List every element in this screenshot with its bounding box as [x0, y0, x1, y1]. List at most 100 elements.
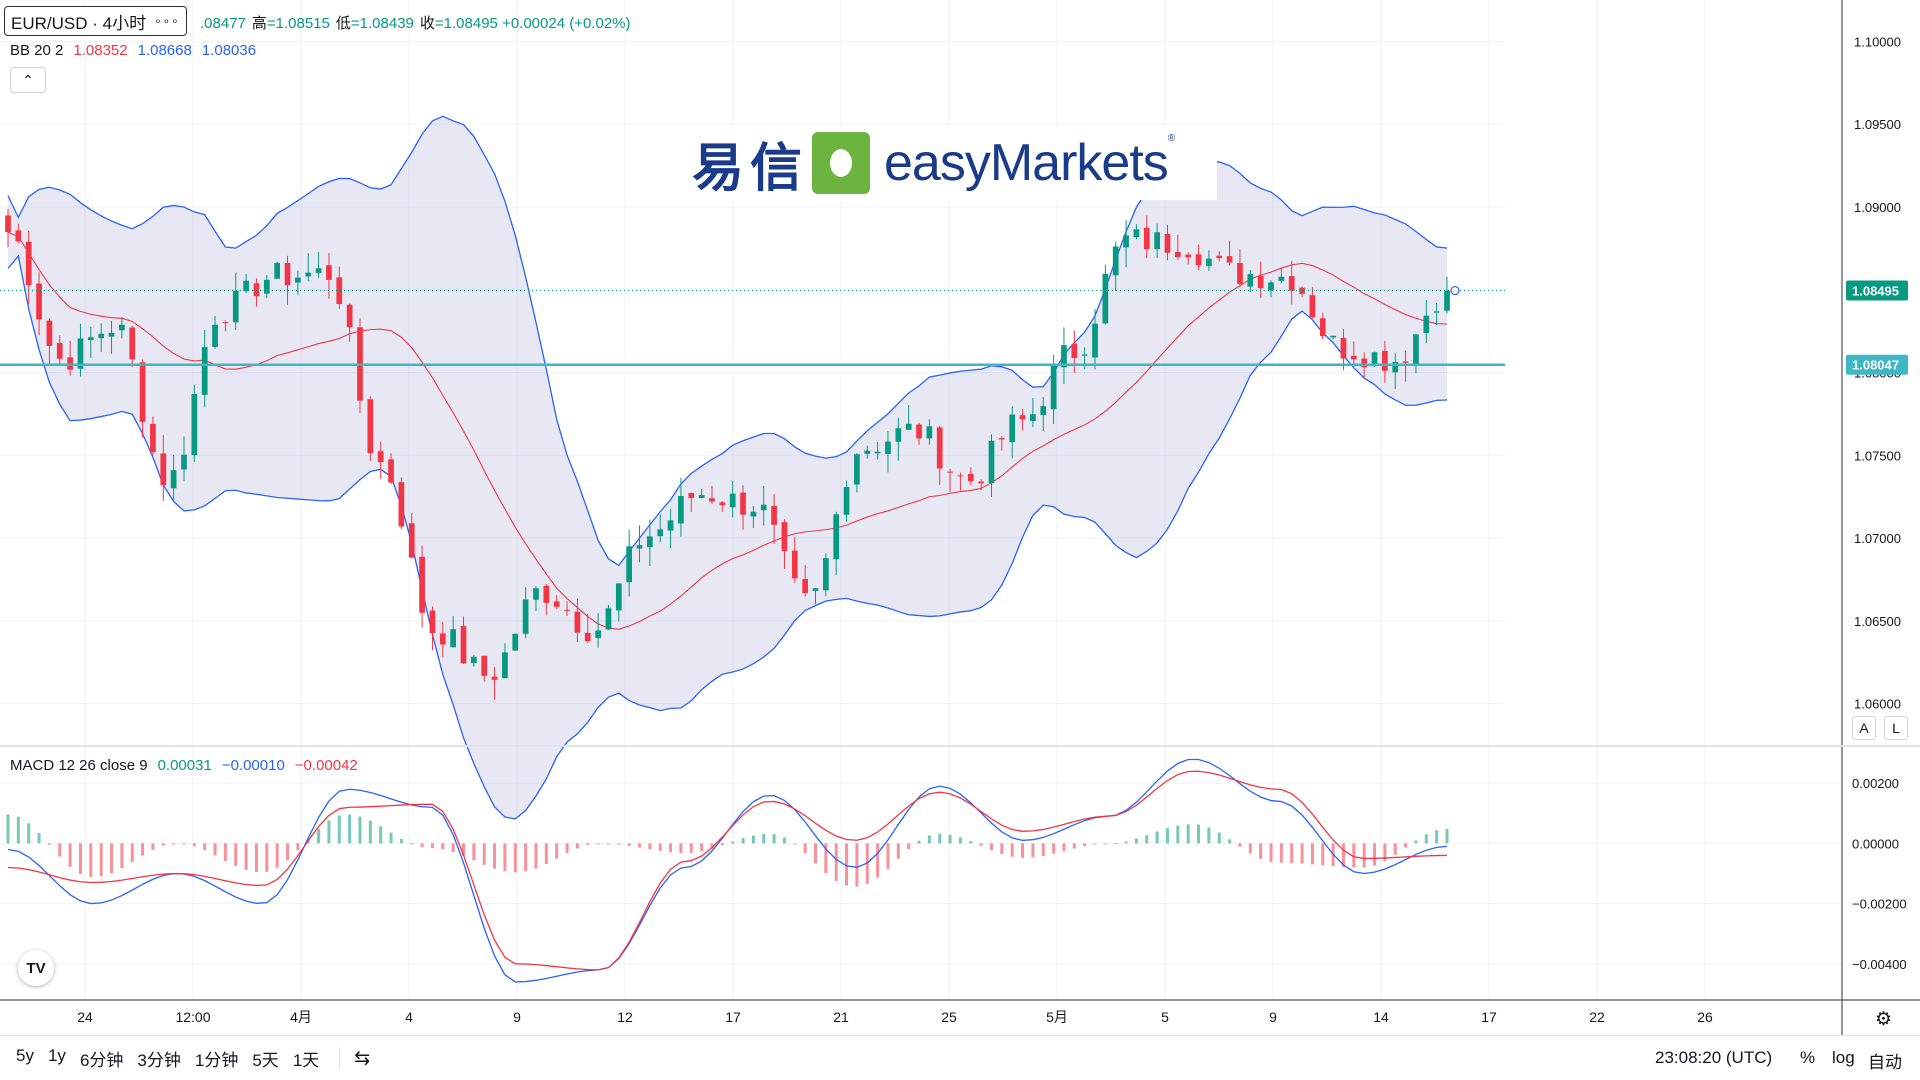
candle-body — [957, 475, 964, 477]
macd-hist-bar — [1000, 843, 1004, 855]
candle-body — [388, 459, 394, 483]
candle-body — [874, 451, 881, 454]
macd-hist-bar — [917, 840, 921, 844]
macd-hist-bar — [493, 843, 497, 869]
log-toggle[interactable]: log — [1832, 1048, 1855, 1067]
time-tick-label: 21 — [833, 1009, 849, 1025]
macd-hist-bar — [720, 843, 724, 846]
price-tick-label: 1.10000 — [1854, 34, 1901, 49]
close-label: 收 — [419, 15, 435, 32]
macd-hist-bar — [824, 843, 828, 874]
price-tick-label: 1.09500 — [1854, 117, 1901, 132]
macd-hist-bar — [1021, 843, 1025, 858]
percent-toggle[interactable]: % — [1800, 1048, 1816, 1067]
auto-scale-button[interactable]: A — [1852, 716, 1876, 740]
candle-body — [253, 283, 260, 297]
auto-toggle[interactable]: 自动 — [1868, 1053, 1902, 1072]
time-tick-label: 24 — [77, 1009, 93, 1025]
macd-hist-bar — [441, 843, 445, 850]
signal-value: −0.00042 — [294, 757, 358, 774]
candle-body — [926, 426, 933, 439]
macd-hist-bar — [1103, 843, 1107, 845]
macd-hist-bar — [120, 843, 124, 869]
macd-hist-bar — [731, 841, 735, 844]
candle-body — [522, 599, 529, 634]
range-1y[interactable]: 1y — [47, 1045, 66, 1065]
range-1m[interactable]: 1分钟 — [194, 1050, 239, 1070]
macd-hist-bar — [896, 843, 900, 859]
macd-hist-bar — [989, 843, 993, 851]
settings-gear-icon[interactable]: ⚙ — [1875, 1009, 1893, 1030]
time-tick-label: 9 — [1269, 1009, 1277, 1025]
candle-body — [46, 320, 53, 346]
macd-hist-bar — [555, 843, 559, 859]
macd-hist-bar — [907, 843, 911, 849]
macd-hist-bar — [793, 843, 797, 845]
candle-body — [729, 493, 736, 508]
utc-clock[interactable]: 23:08:20 (UTC) — [1655, 1048, 1773, 1067]
symbol-button[interactable]: EUR/USD · 4小时 ∘∘∘ — [4, 6, 187, 36]
bollinger-bands — [7, 115, 1448, 820]
macd-hist-bar — [627, 843, 631, 846]
date-range-icon[interactable]: ⇆ — [339, 1046, 370, 1070]
macd-hist-bar — [741, 838, 745, 844]
macd-legend[interactable]: MACD 12 26 close 9 0.00031 −0.00010 −0.0004… — [10, 757, 358, 774]
more-icon[interactable]: ∘∘∘ — [154, 14, 180, 28]
range-5d[interactable]: 5天 — [252, 1050, 279, 1070]
macd-hist-bar — [1238, 843, 1242, 847]
macd-hist-bar — [358, 816, 362, 844]
candle-body — [1299, 287, 1305, 294]
macd-hist-bar — [254, 843, 258, 872]
candle-body — [657, 529, 664, 537]
macd-hist-bar — [845, 843, 849, 886]
macd-hist-bar — [1176, 825, 1180, 844]
high-label: 高 — [251, 15, 267, 32]
macd-hist-bar — [565, 843, 569, 854]
range-5y[interactable]: 5y — [16, 1045, 34, 1065]
candle-body — [1402, 361, 1409, 363]
candle-body — [553, 601, 560, 607]
macd-hist-bar — [462, 843, 466, 856]
candle-body — [740, 492, 746, 515]
macd-hist-bar — [223, 843, 227, 861]
macd-hist-bar — [1404, 843, 1408, 848]
candle-body — [1423, 315, 1430, 334]
candle-body — [181, 454, 187, 470]
macd-hist-bar — [834, 843, 838, 881]
macd-hist-bar — [648, 843, 652, 850]
candle-body — [1009, 414, 1016, 443]
candle-body — [150, 423, 156, 453]
macd-hist-bar — [700, 843, 704, 852]
candle-body — [1226, 256, 1233, 263]
macd-hist-bar — [1114, 843, 1118, 845]
candle-body — [1174, 251, 1181, 258]
candle-body — [988, 440, 995, 483]
macd-hist-bar — [958, 837, 962, 844]
candle-body — [1050, 364, 1057, 410]
collapse-icon[interactable]: ⌃ — [10, 67, 46, 93]
candle-body — [512, 633, 519, 651]
macd-hist-bar — [534, 843, 538, 869]
bb-legend[interactable]: BB 20 2 1.08352 1.08668 1.08036 — [10, 42, 256, 59]
macd-hist-bar — [751, 835, 755, 844]
macd-hist-bar — [275, 843, 279, 868]
candle-body — [978, 481, 984, 484]
candle-body — [398, 482, 405, 527]
candle-body — [481, 655, 488, 676]
range-3m[interactable]: 3分钟 — [137, 1050, 181, 1070]
candle-body — [502, 652, 508, 679]
candle-body — [967, 473, 974, 482]
candle-body — [812, 588, 819, 591]
candle-body — [595, 630, 601, 638]
tradingview-logo-icon[interactable]: TV — [18, 950, 54, 986]
range-6m[interactable]: 6分钟 — [79, 1050, 124, 1070]
log-scale-button[interactable]: L — [1884, 716, 1908, 740]
macd-hist-bar — [68, 843, 72, 867]
macd-hist-bar — [1259, 843, 1263, 859]
macd-hist-bar — [1010, 843, 1014, 857]
macd-hist-bar — [575, 843, 579, 849]
macd-hist-bar — [296, 843, 300, 851]
range-1d[interactable]: 1天 — [292, 1050, 320, 1070]
candle-body — [15, 230, 22, 242]
